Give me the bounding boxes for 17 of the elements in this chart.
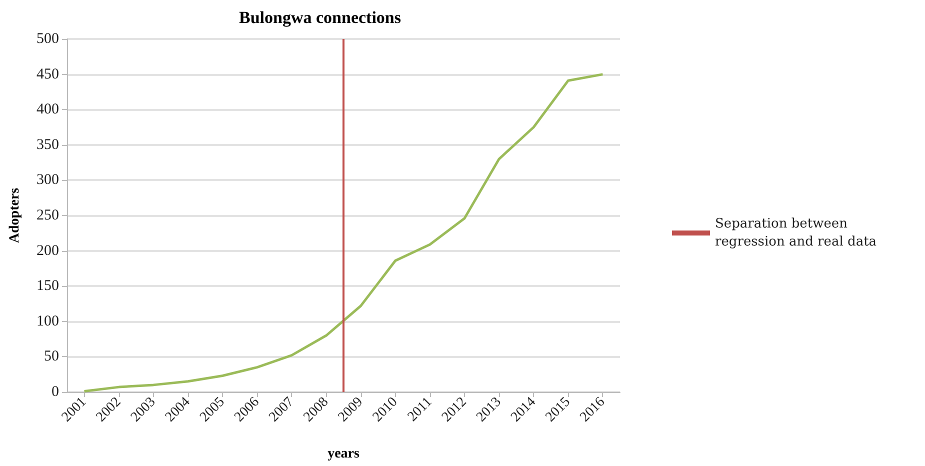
y-tick-label: 450 — [36, 66, 59, 82]
y-tick-label: 150 — [36, 278, 59, 294]
y-tick-label: 400 — [36, 102, 59, 118]
chart-title: Bulongwa connections — [239, 8, 402, 27]
y-tick-label: 200 — [36, 242, 59, 259]
y-tick-label: 100 — [36, 313, 59, 330]
y-tick-label: 50 — [44, 348, 59, 365]
line-series — [83, 73, 604, 393]
y-tick-label: 300 — [36, 172, 59, 188]
legend-label: Separation between regression and real data — [715, 216, 877, 250]
y-tick-label: 250 — [36, 208, 59, 224]
y-tick-label: 350 — [36, 136, 59, 153]
y-tick-label: 0 — [52, 384, 59, 400]
x-axis-title: years — [328, 446, 360, 462]
y-tick-label: 500 — [36, 31, 59, 47]
x-tick-label: 2011 — [405, 394, 436, 425]
y-axis-title: Adopters — [8, 187, 22, 244]
